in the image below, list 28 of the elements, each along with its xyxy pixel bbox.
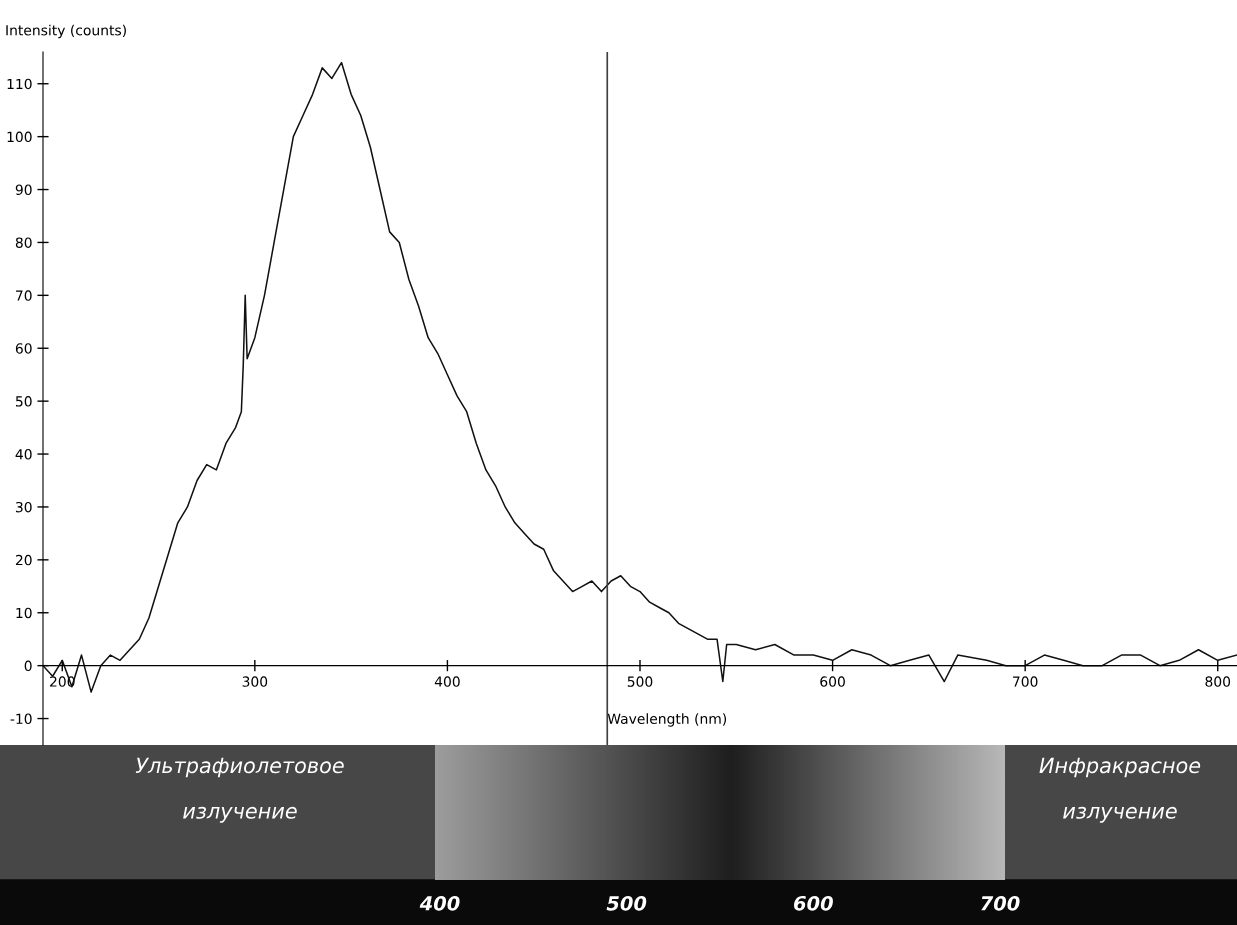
y-tick-label: -10 xyxy=(10,713,32,725)
y-tick-label: 60 xyxy=(15,343,32,354)
x-tick-label: 800 xyxy=(1205,676,1231,687)
x-tick-label: 500 xyxy=(627,676,653,687)
x-axis-title: Wavelength (nm) xyxy=(607,713,727,727)
x-tick-label: 600 xyxy=(820,676,845,687)
text: 600 xyxy=(794,895,833,911)
y-tick-label: 0 xyxy=(24,660,32,672)
y-tick-label: 40 xyxy=(15,449,32,460)
line-series xyxy=(43,61,1237,693)
y-tick-label: 50 xyxy=(15,396,32,407)
y-tick-label: 20 xyxy=(15,554,32,566)
x-tick-label: 400 xyxy=(434,676,460,687)
text: 400 xyxy=(419,895,460,911)
y-tick-label: 80 xyxy=(15,237,32,248)
y-tick-label: 100 xyxy=(7,131,32,143)
y-tick-label: 10 xyxy=(16,607,32,619)
y-tick-label: 30 xyxy=(15,501,32,513)
text: Ультрафиолетовое излучение xyxy=(135,757,344,823)
text: Инфракрасное излучение xyxy=(1039,757,1201,823)
y-axis-title: Intensity (counts) xyxy=(6,24,126,39)
x-tick-label: 300 xyxy=(242,676,268,687)
y-tick-label: 70 xyxy=(16,290,32,301)
x-tick-label: 700 xyxy=(1013,676,1038,687)
text: 700 xyxy=(981,895,1020,911)
text: 500 xyxy=(606,895,647,911)
y-tick-label: 90 xyxy=(15,184,32,196)
y-tick-label: 110 xyxy=(7,78,32,90)
